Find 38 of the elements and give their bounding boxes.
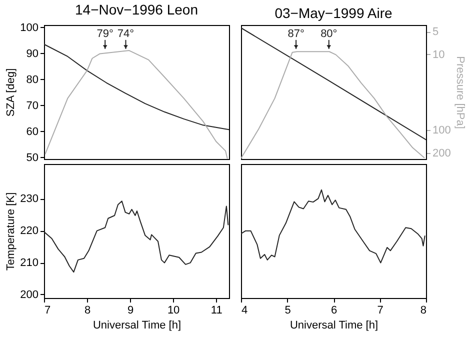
y-tick-label: 100 xyxy=(20,22,38,34)
annotation: 79° xyxy=(96,28,114,40)
x-tick-label: 7 xyxy=(44,304,51,316)
x-axis-title: Universal Time [h] xyxy=(92,320,182,332)
y-tick-label: 50 xyxy=(26,152,38,164)
chart-title: 03−May−1999 Aire xyxy=(274,5,392,21)
x-tick-label: 5 xyxy=(284,304,291,316)
x-tick-label: 11 xyxy=(210,304,222,316)
chart-title: 14−Nov−1996 Leon xyxy=(75,1,198,18)
y-tick-label: 90 xyxy=(26,48,38,60)
x-tick-label: 7 xyxy=(377,304,384,316)
y2-tick-label: 100 xyxy=(432,124,451,137)
y-tick-label: 200 xyxy=(20,288,38,301)
y-tick-label: 210 xyxy=(20,257,38,269)
y-axis-title: SZA [deg] xyxy=(5,68,18,117)
x-tick-label: 9 xyxy=(127,304,134,316)
y2-tick-label: 10 xyxy=(432,48,445,61)
line-series xyxy=(44,200,229,273)
y2-tick-label: 200 xyxy=(432,147,451,160)
annotation: 74° xyxy=(117,28,134,40)
y-tick-label: 70 xyxy=(26,100,38,112)
y2-tick-label: 5 xyxy=(432,26,439,38)
x-tick-label: 10 xyxy=(167,304,180,316)
y2-axis-title: Pressure [hPa] xyxy=(454,56,466,129)
y-tick-label: 230 xyxy=(20,193,38,206)
x-tick-label: 8 xyxy=(84,304,91,316)
annotation: 87° xyxy=(288,28,304,40)
x-tick-label: 4 xyxy=(242,304,248,316)
line-series xyxy=(241,51,425,159)
y-tick-label: 220 xyxy=(20,225,38,238)
x-axis-title: Universal Time [h] xyxy=(290,320,378,332)
y-axis-title: Temperature [K] xyxy=(5,192,18,271)
y-tick-label: 60 xyxy=(26,126,38,138)
y-tick-label: 80 xyxy=(26,74,38,86)
annotation: 80° xyxy=(320,28,338,40)
x-tick-label: 6 xyxy=(330,304,338,316)
line-series xyxy=(44,44,229,130)
x-tick-label: 8 xyxy=(420,304,426,316)
